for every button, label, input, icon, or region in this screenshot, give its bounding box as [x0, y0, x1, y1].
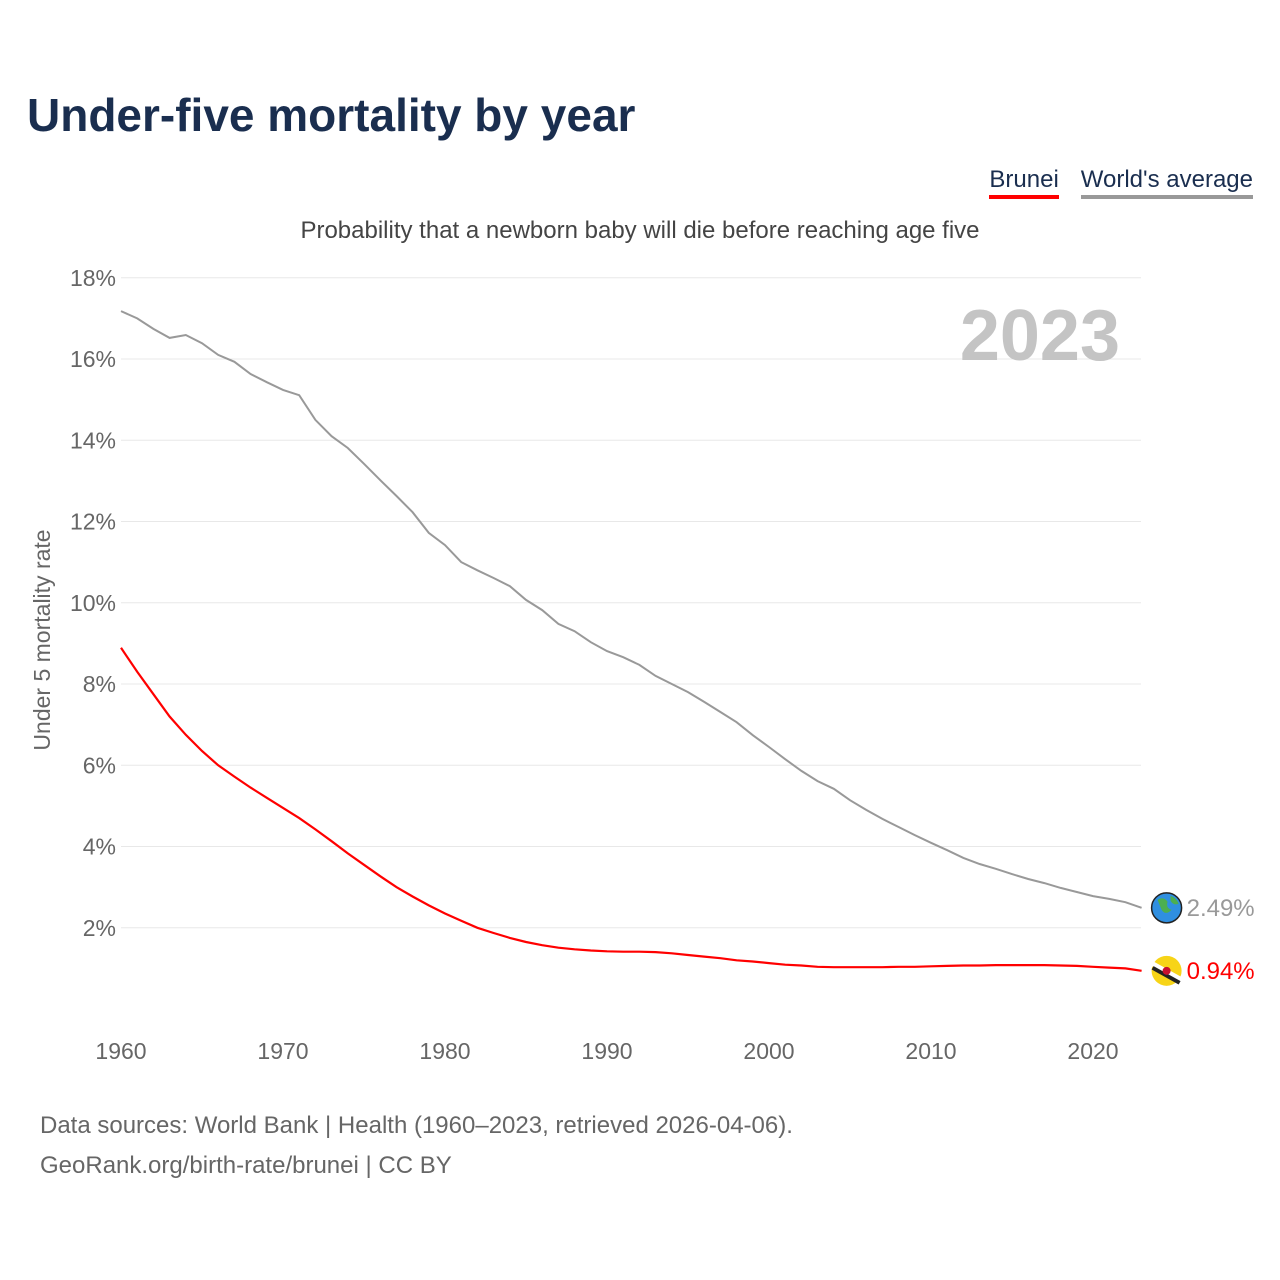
y-axis-label: Under 5 mortality rate: [29, 529, 55, 750]
world-end-label: 2.49%: [1187, 895, 1255, 922]
legend: Brunei World's average: [989, 166, 1253, 199]
source-note: Data sources: World Bank | Health (1960–…: [40, 1106, 793, 1186]
x-tick-label: 2000: [743, 1038, 794, 1064]
world-line: [120, 310, 1142, 909]
legend-world[interactable]: World's average: [1080, 166, 1253, 199]
x-tick-label: 2020: [1067, 1038, 1118, 1064]
source-line-2[interactable]: GeoRank.org/birth-rate/brunei | CC BY: [40, 1152, 452, 1179]
y-tick-label: 10%: [70, 590, 116, 616]
y-tick-label: 8%: [83, 671, 116, 697]
y-tick-label: 4%: [83, 834, 116, 860]
brunei-end-label: 0.94%: [1187, 958, 1255, 985]
chart-subtitle: Probability that a newborn baby will die…: [300, 217, 980, 244]
globe-icon: [1150, 892, 1183, 924]
chart-title: Under-five mortality by year: [27, 89, 636, 141]
legend-brunei[interactable]: Brunei: [989, 166, 1059, 199]
y-tick-label: 14%: [70, 427, 116, 453]
x-tick-label: 1970: [257, 1038, 308, 1064]
brunei-line: [120, 647, 1142, 972]
x-tick-label: 1960: [95, 1038, 146, 1064]
source-line-1: Data sources: World Bank | Health (1960–…: [40, 1112, 793, 1139]
brunei-flag-icon: [1151, 955, 1182, 986]
y-tick-label: 16%: [70, 346, 116, 372]
x-tick-label: 1980: [419, 1038, 470, 1064]
x-tick-label: 2010: [905, 1038, 956, 1064]
y-tick-label: 18%: [70, 265, 116, 291]
y-tick-label: 2%: [83, 915, 116, 941]
y-tick-label: 6%: [83, 752, 116, 778]
x-tick-label: 1990: [581, 1038, 632, 1064]
y-tick-label: 12%: [70, 509, 116, 535]
year-watermark: 2023: [960, 296, 1120, 376]
